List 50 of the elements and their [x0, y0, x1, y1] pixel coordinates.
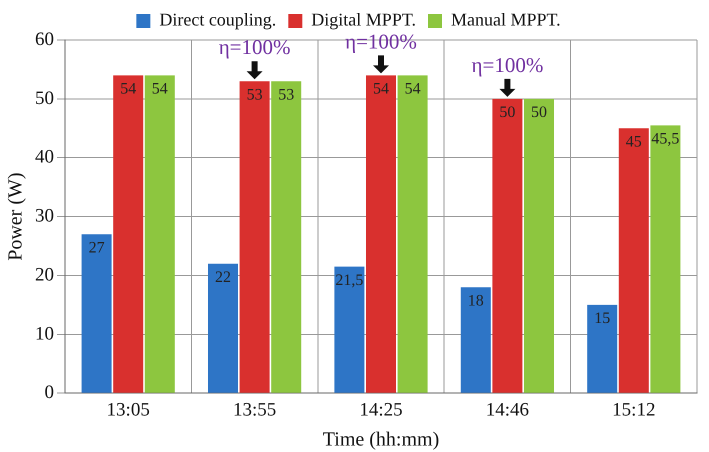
y-tick-label: 50 [35, 88, 54, 109]
data-label: 53 [278, 86, 294, 104]
bar [524, 98, 554, 393]
bar [82, 234, 112, 393]
bar [271, 81, 302, 393]
y-tick-label: 30 [35, 206, 54, 227]
data-label: 54 [120, 80, 136, 98]
bar [113, 75, 144, 393]
x-tick-label: 15:12 [612, 400, 656, 421]
bar [144, 75, 175, 393]
annotation: η=100% [345, 29, 417, 54]
y-tick-label: 10 [35, 323, 54, 344]
y-tick-label: 0 [44, 382, 54, 404]
data-label: 27 [88, 239, 105, 256]
data-label: 15 [594, 310, 610, 328]
data-label: 18 [468, 292, 484, 310]
data-label: 54 [373, 80, 389, 98]
data-label: 45 [626, 134, 642, 151]
annotation: η=100% [471, 52, 544, 77]
legend-label: Digital MPPT. [311, 10, 416, 30]
data-label: 54 [152, 80, 168, 98]
y-axis-title: Power (W) [4, 172, 26, 261]
bar [460, 287, 491, 393]
bar [208, 264, 238, 393]
bar [618, 128, 649, 393]
bar [398, 75, 428, 393]
x-tick-label: 13:55 [232, 400, 276, 421]
data-label: 50 [499, 104, 516, 122]
data-label: 54 [404, 80, 421, 98]
annotation: η=100% [218, 35, 291, 60]
bar [587, 304, 618, 393]
bar [240, 81, 270, 393]
legend-label: Direct coupling. [159, 10, 276, 30]
bar [366, 75, 396, 393]
legend-label: Manual MPPT. [450, 10, 561, 30]
y-tick-label: 60 [35, 28, 54, 50]
data-label: 22 [215, 268, 231, 286]
bar [334, 266, 364, 393]
data-label: 21,5 [335, 272, 364, 289]
x-axis-title: Time (hh:mm) [322, 428, 440, 450]
x-tick-label: 14:25 [359, 400, 403, 421]
bar [492, 98, 522, 393]
bar [650, 125, 680, 393]
data-label: 53 [246, 86, 263, 104]
y-tick-label: 20 [35, 264, 54, 286]
x-tick-label: 13:05 [106, 400, 150, 421]
x-tick-label: 14:46 [486, 400, 530, 421]
y-tick-label: 40 [35, 146, 54, 168]
data-label: 50 [531, 104, 547, 122]
data-label: 45,5 [651, 130, 680, 148]
